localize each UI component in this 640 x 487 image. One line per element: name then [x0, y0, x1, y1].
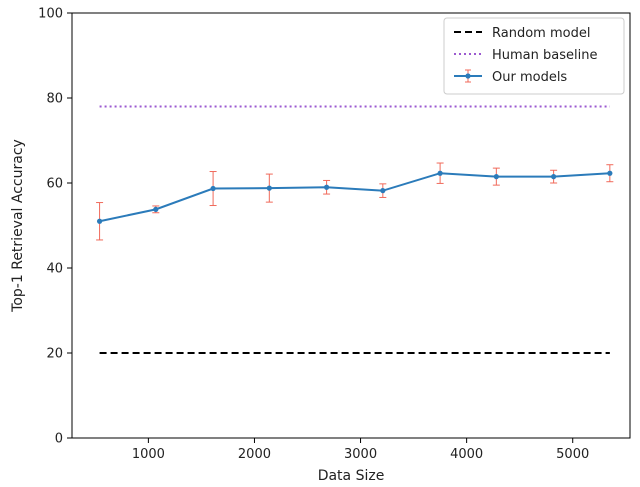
- x-tick-label: 1000: [132, 447, 165, 462]
- legend-label: Random model: [492, 26, 590, 41]
- legend-box: [443, 17, 625, 95]
- y-tick-label: 60: [46, 177, 63, 192]
- data-point: [153, 206, 159, 212]
- series-line-2: [99, 172, 610, 223]
- y-axis: 0 20 40 60 80 100: [38, 7, 72, 447]
- y-tick-label: 80: [46, 92, 63, 107]
- data-point: [551, 174, 557, 180]
- data-point: [96, 218, 103, 224]
- data-point: [266, 185, 272, 191]
- x-axis: 1000 2000 3000 4000 5000: [132, 438, 589, 462]
- data-point: [437, 170, 443, 176]
- y-tick-label: 40: [46, 262, 63, 277]
- x-tick-label: 4000: [450, 447, 483, 462]
- y-tick-label: 100: [38, 7, 63, 22]
- x-tick-label: 5000: [556, 447, 589, 462]
- data-point: [380, 188, 386, 194]
- plot-area: [71, 12, 631, 439]
- legend-marker: [465, 73, 471, 79]
- legend-label: Human baseline: [492, 48, 597, 63]
- data-point: [210, 185, 216, 192]
- y-tick-label: 20: [46, 347, 63, 362]
- x-axis-label: Data Size: [318, 468, 385, 484]
- y-tick-label: 0: [55, 432, 63, 447]
- x-tick-label: 3000: [344, 447, 377, 462]
- legend-label: Our models: [492, 70, 567, 85]
- axes-frame: [71, 12, 631, 439]
- data-point: [493, 174, 499, 180]
- data-point: [324, 184, 330, 190]
- x-tick-label: 2000: [238, 447, 271, 462]
- legend: Random model Human baseline Our models: [443, 17, 625, 95]
- data-point: [607, 170, 613, 176]
- y-axis-label: Top-1 Retrieval Accuracy: [10, 139, 26, 313]
